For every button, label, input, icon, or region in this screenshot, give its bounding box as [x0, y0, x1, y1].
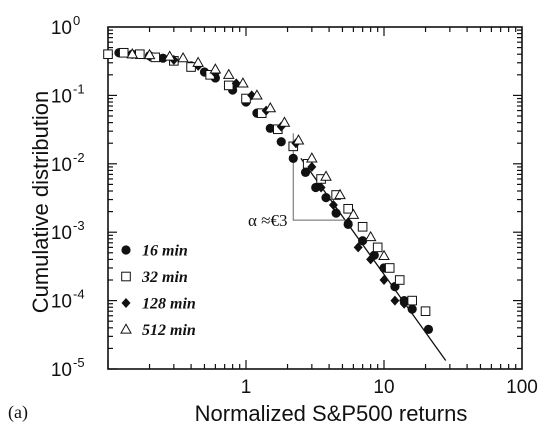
- data-point-512-min: [292, 134, 305, 145]
- data-point-512-min: [347, 208, 360, 219]
- y-tick-label: 10: [51, 86, 72, 107]
- data-point-512-min: [209, 63, 222, 74]
- data-point-16-min: [358, 236, 368, 246]
- data-point-512-min: [305, 152, 318, 163]
- x-axis-title: Normalized S&P500 returns: [195, 401, 468, 426]
- data-point-128-min: [390, 295, 400, 306]
- panel-label: (a): [8, 402, 28, 423]
- y-tick-label: 10: [51, 223, 72, 244]
- y-tick-label: 10: [51, 155, 72, 176]
- data-point-512-min: [278, 116, 291, 127]
- data-points: [103, 47, 434, 334]
- data-point-512-min: [320, 170, 332, 181]
- data-point-512-min: [364, 230, 377, 242]
- data-point-32-min: [372, 242, 383, 253]
- data-point-16-min: [300, 167, 311, 177]
- data-point-512-min: [222, 68, 235, 79]
- data-point-512-min: [192, 56, 205, 67]
- legend-label-16-min: 16 min: [142, 243, 188, 260]
- y-tick-exponent: -1: [73, 81, 85, 96]
- legend-label-128-min: 128 min: [142, 296, 196, 313]
- data-point-32-min: [394, 275, 405, 285]
- data-point-16-min: [265, 123, 275, 133]
- data-point-512-min: [177, 51, 189, 63]
- data-point-512-min: [264, 101, 277, 113]
- data-point-32-min: [343, 203, 353, 214]
- y-axis-title: Cumulative distribution: [28, 91, 53, 314]
- legend-label-512-min: 512 min: [142, 322, 196, 339]
- data-point-512-min: [251, 89, 263, 100]
- data-point-512-min: [163, 50, 176, 61]
- data-point-32-min: [223, 80, 234, 91]
- y-tick-label: 10: [51, 18, 72, 39]
- data-point-128-min: [343, 217, 353, 228]
- data-point-512-min: [143, 48, 156, 60]
- data-point-128-min: [379, 275, 389, 286]
- data-point-32-min: [357, 221, 368, 232]
- data-point-512-min: [378, 249, 390, 261]
- fit-layer: [292, 133, 447, 361]
- y-tick-exponent: -5: [73, 355, 85, 370]
- data-point-16-min: [288, 153, 298, 163]
- y-tick-exponent: 0: [73, 13, 80, 28]
- x-tick-label: 10: [373, 377, 394, 398]
- legend: 16 min 32 min 128 min 512 min: [120, 243, 196, 339]
- data-point-16-min: [331, 208, 341, 218]
- data-point-16-min: [276, 137, 286, 147]
- data-point-32-min: [407, 295, 417, 306]
- data-point-512-min: [126, 48, 139, 59]
- data-point-128-min: [366, 254, 376, 265]
- data-point-128-min: [399, 298, 409, 309]
- data-point-32-min: [384, 263, 395, 273]
- data-point-16-min: [407, 304, 417, 314]
- data-point-32-min: [118, 47, 129, 58]
- legend-label-32-min: 32 min: [141, 269, 188, 286]
- y-tick-exponent: -2: [73, 150, 85, 165]
- y-tick-label: 10: [51, 292, 72, 313]
- x-tick-label: 1: [241, 377, 252, 398]
- data-point-16-min: [423, 324, 434, 334]
- plot-frame: [107, 26, 523, 370]
- data-point-128-min: [353, 242, 363, 253]
- data-point-16-min: [311, 182, 321, 193]
- plot-area: [107, 26, 523, 370]
- data-point-32-min: [420, 306, 431, 316]
- y-tick-label: 10: [51, 360, 72, 381]
- data-point-32-min: [103, 49, 113, 60]
- data-point-128-min: [316, 182, 326, 193]
- data-point-512-min: [237, 77, 249, 88]
- data-point-16-min: [321, 193, 331, 203]
- y-tick-exponent: -3: [73, 218, 85, 233]
- legend-marker-512-min: [120, 323, 132, 334]
- legend-marker-16-min: [121, 245, 131, 255]
- slope-annotation: α ≈€3: [248, 211, 288, 230]
- y-tick-exponent: -4: [73, 287, 85, 302]
- legend-marker-128-min: [121, 298, 131, 308]
- data-point-128-min: [307, 161, 317, 172]
- data-point-128-min: [328, 199, 338, 210]
- x-tick-label: 100: [506, 377, 538, 398]
- data-point-512-min: [334, 188, 346, 200]
- legend-marker-32-min: [121, 271, 131, 282]
